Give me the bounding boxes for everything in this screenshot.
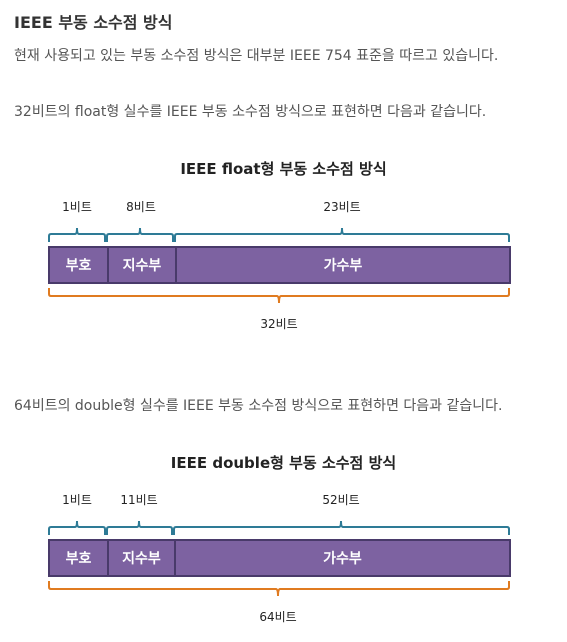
float-total-bits-label: 32비트: [260, 317, 298, 331]
double-diagram-title: IEEE double형 부동 소수점 방식: [170, 454, 397, 472]
page-heading: IEEE 부동 소수점 방식: [14, 13, 173, 32]
float-exponent-brace: [106, 227, 174, 242]
double-description: 64비트의 double형 실수를 IEEE 부동 소수점 방식으로 표현하면 …: [14, 398, 503, 414]
double-sign-brace: [48, 520, 106, 535]
float-total-brace: [48, 288, 510, 304]
double-sign-field: 부호: [65, 551, 92, 567]
float-sign-bits-label: 1비트: [62, 200, 92, 214]
intro-text: 현재 사용되고 있는 부동 소수점 방식은 대부분 IEEE 754 표준을 따…: [14, 48, 499, 64]
float-exponent-bits-label: 8비트: [126, 200, 156, 214]
double-exponent-brace: [106, 520, 173, 535]
float-description: 32비트의 float형 실수를 IEEE 부동 소수점 방식으로 표현하면 다…: [14, 104, 487, 120]
double-total-brace: [48, 581, 510, 597]
double-total-bits-label: 64비트: [259, 610, 297, 624]
float-top-braces: [48, 227, 510, 242]
float-diagram-title: IEEE float형 부동 소수점 방식: [180, 160, 387, 178]
float-bit-layout-bar: 부호 지수부 가수부: [48, 246, 511, 284]
double-exponent-field: 지수부: [107, 541, 174, 575]
float-mantissa-bits-label: 23비트: [323, 200, 361, 214]
double-mantissa-bits-label: 52비트: [322, 493, 360, 507]
double-sign-bits-label: 1비트: [62, 493, 92, 507]
float-mantissa-field: 가수부: [175, 248, 509, 282]
float-sign-brace: [48, 227, 106, 242]
float-mantissa-brace: [174, 227, 510, 242]
double-exponent-bits-label: 11비트: [120, 493, 158, 507]
double-top-braces: [48, 520, 510, 535]
double-mantissa-field: 가수부: [174, 541, 509, 575]
float-sign-field: 부호: [65, 258, 92, 274]
float-exponent-field: 지수부: [107, 248, 175, 282]
double-bit-layout-bar: 부호 지수부 가수부: [48, 539, 511, 577]
double-mantissa-brace: [173, 520, 510, 535]
